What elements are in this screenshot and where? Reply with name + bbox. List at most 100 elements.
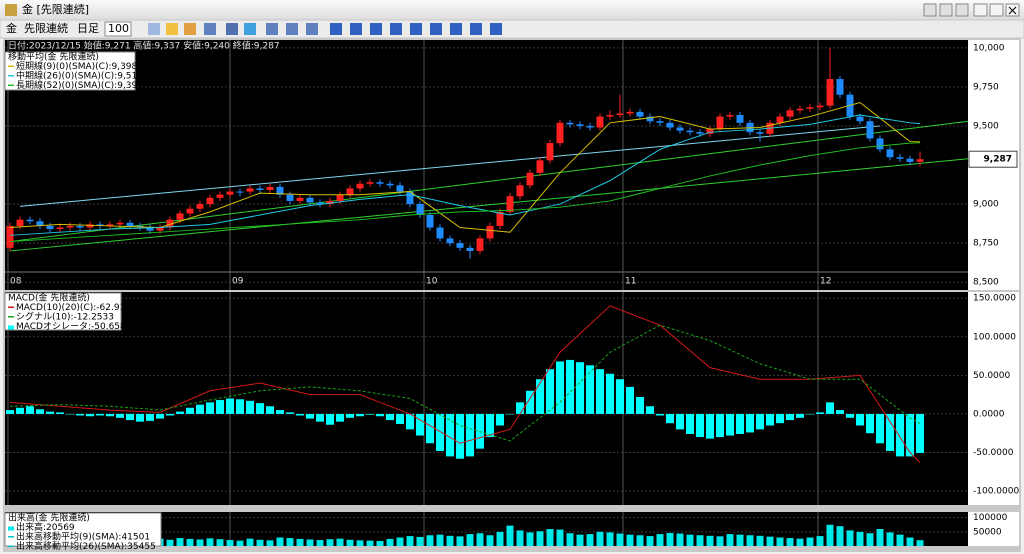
candle-body	[86, 224, 94, 228]
tool-icon[interactable]	[430, 23, 442, 35]
candle-body	[196, 204, 204, 209]
tool-icon[interactable]	[166, 23, 178, 35]
bar	[616, 379, 624, 414]
candle-body	[6, 225, 14, 248]
bar	[606, 373, 614, 414]
volume-axis	[968, 512, 1019, 546]
bar	[756, 413, 764, 430]
bar	[756, 535, 764, 546]
bar	[656, 413, 664, 416]
tool-icon[interactable]	[490, 23, 502, 35]
tool-icon[interactable]	[286, 23, 298, 35]
bar	[356, 540, 364, 546]
y-tick-label: 50.0000	[973, 371, 1010, 381]
tool-icon[interactable]	[184, 23, 196, 35]
window-controls[interactable]	[923, 3, 1020, 17]
candle-body	[756, 132, 764, 134]
tool-icon[interactable]	[470, 23, 482, 35]
candle-body	[666, 122, 674, 128]
tool-icon[interactable]	[350, 23, 362, 35]
maximize-button[interactable]	[989, 3, 1004, 17]
candle-body	[786, 110, 794, 117]
bar	[886, 532, 894, 546]
candle-body	[456, 243, 464, 248]
bar	[476, 533, 484, 546]
count-input[interactable]	[104, 21, 132, 37]
candle-body	[836, 79, 844, 95]
tool-icon[interactable]	[450, 23, 462, 35]
candle-body	[406, 191, 414, 205]
tool-icon[interactable]	[330, 23, 342, 35]
minimize-button[interactable]	[973, 3, 988, 17]
candle-body	[426, 215, 434, 228]
candle-body	[266, 186, 274, 190]
tool-icon[interactable]	[244, 23, 256, 35]
bar	[246, 538, 254, 546]
bar	[706, 413, 714, 439]
toolbar-icons[interactable]	[148, 23, 502, 35]
candle-body	[296, 197, 304, 201]
candle-body	[866, 121, 874, 139]
bar	[336, 538, 344, 546]
bar	[246, 400, 254, 414]
candle-body	[36, 221, 44, 226]
bar	[596, 531, 604, 546]
legend-entry: MACD(10)(20)(C):-62.9121	[16, 303, 137, 313]
bar	[716, 413, 724, 438]
series-line	[9, 158, 968, 252]
bar	[226, 540, 234, 546]
series-line	[9, 142, 921, 243]
candle-body	[216, 194, 224, 198]
tool-icon[interactable]	[226, 23, 238, 35]
candle-body	[176, 213, 184, 220]
legend-entry: 短期線(9)(0)(SMA)(C):9,398	[16, 60, 138, 72]
candle-body	[256, 188, 264, 190]
bar	[866, 413, 874, 434]
bar	[376, 413, 384, 417]
tool-button[interactable]	[923, 3, 937, 17]
bar	[806, 413, 814, 415]
tool-icon[interactable]	[390, 23, 402, 35]
tool-icon[interactable]	[410, 23, 422, 35]
legend	[4, 51, 136, 91]
price-header: 日付:2023/12/15 始値:9,271 高値:9,337 安値:9,240…	[8, 40, 280, 52]
price-panel	[5, 40, 968, 290]
symbol[interactable]: 金	[6, 21, 17, 35]
candle-body	[236, 191, 244, 193]
candle-body	[316, 202, 324, 205]
bar	[106, 413, 114, 417]
bar	[156, 413, 164, 419]
bar	[206, 402, 214, 414]
bar	[456, 536, 464, 546]
bar	[236, 399, 244, 414]
tool-icon[interactable]	[148, 23, 160, 35]
candle-body	[696, 132, 704, 134]
bar	[826, 524, 834, 546]
period[interactable]: 日足	[77, 22, 99, 35]
bar	[216, 400, 224, 414]
tool-button[interactable]	[939, 3, 953, 17]
bar	[376, 540, 384, 546]
bar	[236, 540, 244, 546]
tool-icon[interactable]	[306, 23, 318, 35]
tool-icon[interactable]	[370, 23, 382, 35]
tool-button[interactable]	[955, 3, 969, 17]
bar	[406, 413, 414, 430]
bar	[816, 536, 824, 546]
candle-body	[356, 183, 364, 189]
bar	[466, 534, 474, 546]
contract[interactable]: 先限連続	[24, 21, 68, 35]
bar	[806, 537, 814, 546]
bar	[416, 536, 424, 546]
bar	[776, 537, 784, 546]
tool-icon[interactable]	[204, 23, 216, 35]
candle-body	[796, 108, 804, 111]
tool-icon[interactable]	[266, 23, 278, 35]
bar	[636, 396, 644, 414]
legend-swatch	[8, 65, 14, 67]
bar	[316, 413, 324, 422]
bar	[166, 539, 174, 546]
candle-body	[336, 194, 344, 201]
candle-body	[806, 107, 814, 109]
